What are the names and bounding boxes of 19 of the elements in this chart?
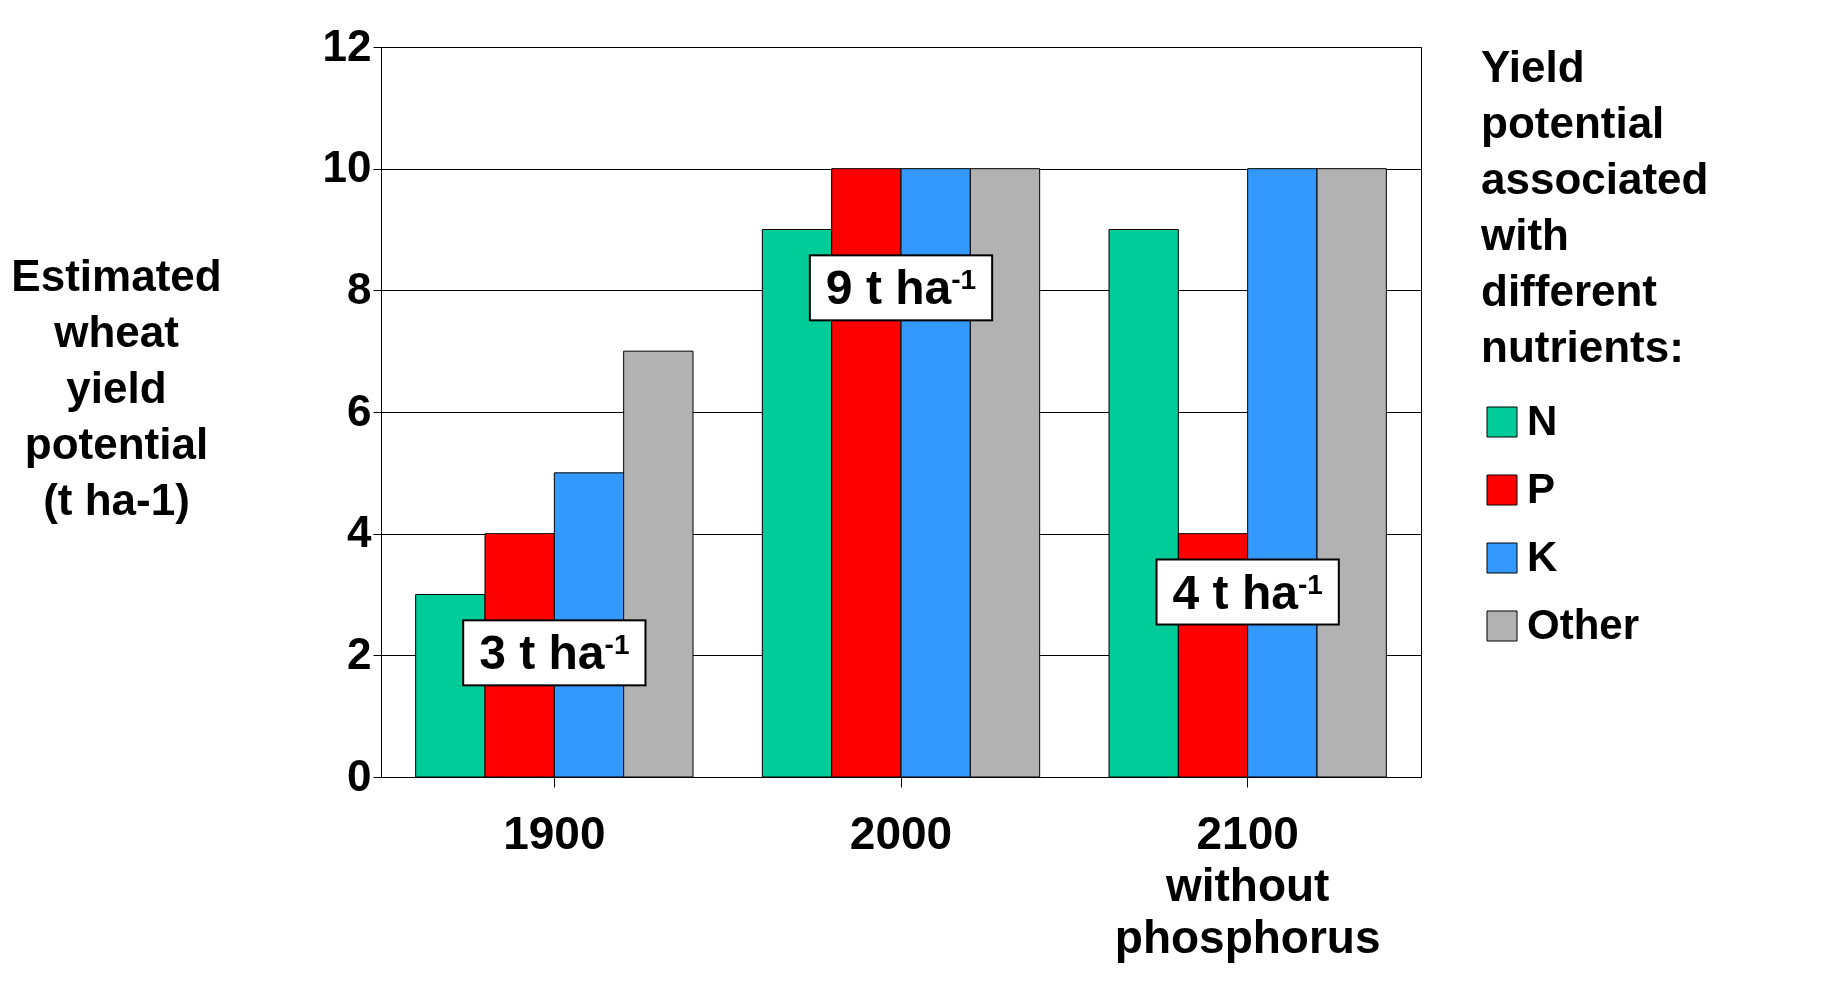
legend-label: K (1527, 533, 1558, 580)
x-tick-label: 2100 without phosphorus (1114, 806, 1381, 963)
y-tick-label: 12 (322, 20, 372, 70)
legend-label: N (1527, 397, 1558, 444)
y-tick-label: 4 (347, 507, 373, 557)
x-tick-label: 1900 (503, 806, 606, 859)
annotation: 4 t ha$^{-1}$ (1172, 565, 1323, 619)
legend-label: P (1527, 465, 1556, 512)
y-tick-label: 0 (347, 750, 372, 800)
y-tick-label: 8 (347, 263, 372, 313)
annotation: 3 t ha$^{-1}$ (479, 626, 630, 680)
y-tick-label: 10 (322, 142, 372, 192)
y-tick-label: 2 (347, 628, 372, 678)
legend-label: Other (1527, 601, 1640, 648)
legend-title: Yield potential associated with different nutrients: (1480, 42, 1709, 371)
annotation: 9 t ha$^{-1}$ (825, 261, 977, 315)
y-tick-label: 6 (347, 385, 372, 435)
x-tick-label: 2000 (849, 806, 953, 859)
y-axis-title: Estimated wheat yield potential (t ha-1) (11, 250, 222, 524)
